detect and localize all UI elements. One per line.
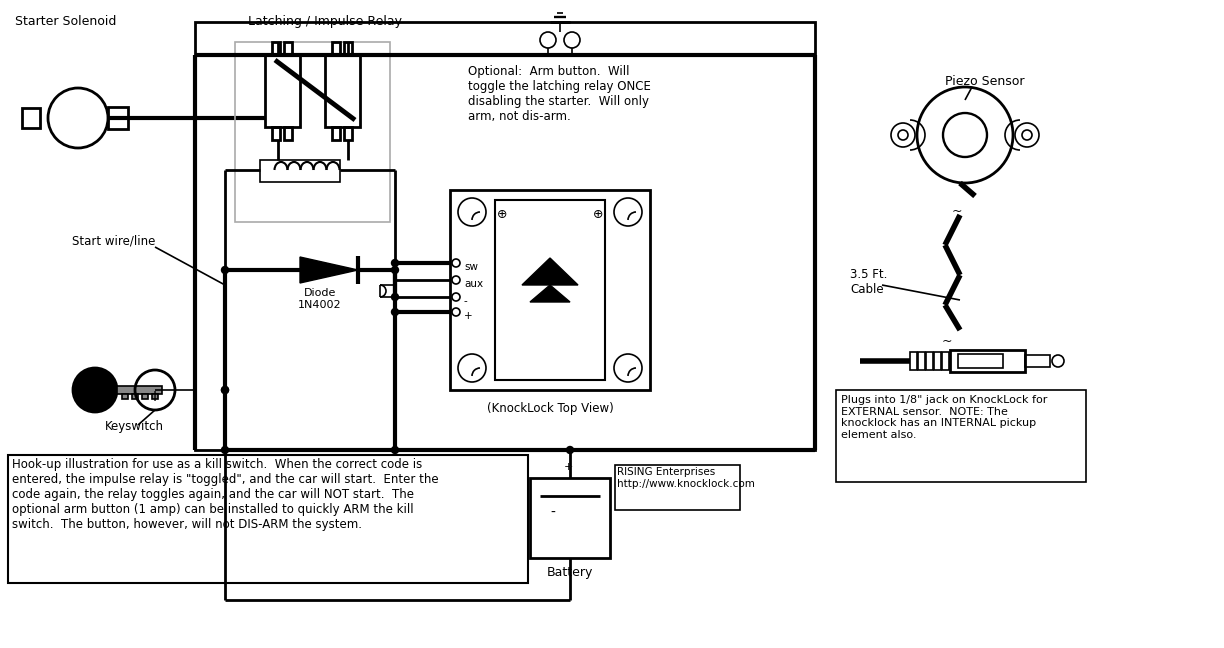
Bar — [118, 386, 162, 394]
Polygon shape — [530, 285, 570, 302]
Bar — [909, 352, 917, 370]
Text: -: - — [550, 506, 554, 520]
Bar — [272, 127, 280, 140]
Circle shape — [222, 386, 229, 393]
Bar — [326, 55, 360, 127]
Text: Optional:  Arm button.  Will
toggle the latching relay ONCE
disabling the starte: Optional: Arm button. Will toggle the la… — [468, 65, 651, 123]
Text: sw: sw — [464, 262, 479, 272]
Text: Start wire/line: Start wire/line — [72, 235, 155, 248]
Bar — [142, 394, 148, 399]
Bar — [108, 107, 129, 129]
Bar — [836, 390, 1086, 482]
Bar — [1024, 355, 1050, 367]
Text: Plugs into 1/8" jack on KnockLock for
EXTERNAL sensor.  NOTE: The
knocklock has : Plugs into 1/8" jack on KnockLock for EX… — [841, 395, 1048, 440]
Bar — [9, 455, 528, 583]
Polygon shape — [521, 258, 578, 285]
Text: Keyswitch: Keyswitch — [105, 420, 164, 433]
Text: I: I — [153, 390, 157, 404]
Text: RISING Enterprises
http://www.knocklock.com: RISING Enterprises http://www.knocklock.… — [617, 467, 755, 489]
Text: Piezo Sensor: Piezo Sensor — [945, 75, 1024, 88]
Text: ~: ~ — [942, 335, 952, 348]
Bar — [22, 108, 40, 128]
Text: Starter Solenoid: Starter Solenoid — [15, 15, 116, 28]
Text: ⊕: ⊕ — [497, 209, 507, 222]
Text: +: + — [564, 462, 573, 472]
Circle shape — [392, 266, 399, 273]
Bar — [284, 127, 293, 140]
Bar — [344, 42, 353, 55]
Bar — [332, 127, 340, 140]
Bar — [259, 160, 340, 182]
Bar — [266, 55, 300, 127]
Bar — [927, 352, 933, 370]
Bar — [614, 465, 741, 510]
Text: -: - — [464, 296, 468, 306]
Text: ⊕: ⊕ — [592, 209, 603, 222]
Text: (KnockLock Top View): (KnockLock Top View) — [487, 402, 613, 415]
Circle shape — [222, 386, 229, 393]
Circle shape — [392, 446, 399, 454]
Text: Hook-up illustration for use as a kill switch.  When the correct code is
entered: Hook-up illustration for use as a kill s… — [12, 458, 438, 531]
Text: Diode
1N4002: Diode 1N4002 — [299, 288, 341, 310]
Bar — [195, 22, 815, 450]
Text: aux: aux — [464, 279, 483, 289]
Bar — [152, 394, 158, 399]
Circle shape — [392, 259, 399, 266]
Bar — [918, 352, 925, 370]
Text: Latching / Impulse Relay: Latching / Impulse Relay — [248, 15, 401, 28]
Bar — [934, 352, 941, 370]
Bar — [942, 352, 949, 370]
Bar — [122, 394, 129, 399]
Text: Battery: Battery — [547, 566, 594, 579]
Bar — [950, 350, 1024, 372]
Circle shape — [392, 294, 399, 301]
Text: 3.5 Ft.
Cable: 3.5 Ft. Cable — [849, 268, 887, 296]
Circle shape — [222, 446, 229, 454]
Bar — [284, 42, 293, 55]
Bar — [494, 200, 605, 380]
Text: ~: ~ — [952, 205, 962, 218]
Circle shape — [392, 308, 399, 316]
Bar — [958, 354, 1002, 368]
Bar — [132, 394, 138, 399]
Circle shape — [222, 266, 229, 273]
Circle shape — [73, 368, 118, 412]
Polygon shape — [300, 257, 357, 283]
Bar — [530, 478, 610, 558]
Bar — [235, 42, 390, 222]
Bar — [332, 42, 340, 55]
Bar — [344, 127, 353, 140]
Circle shape — [567, 446, 574, 454]
Bar — [450, 190, 650, 390]
Text: +: + — [464, 311, 472, 321]
Bar — [272, 42, 280, 55]
